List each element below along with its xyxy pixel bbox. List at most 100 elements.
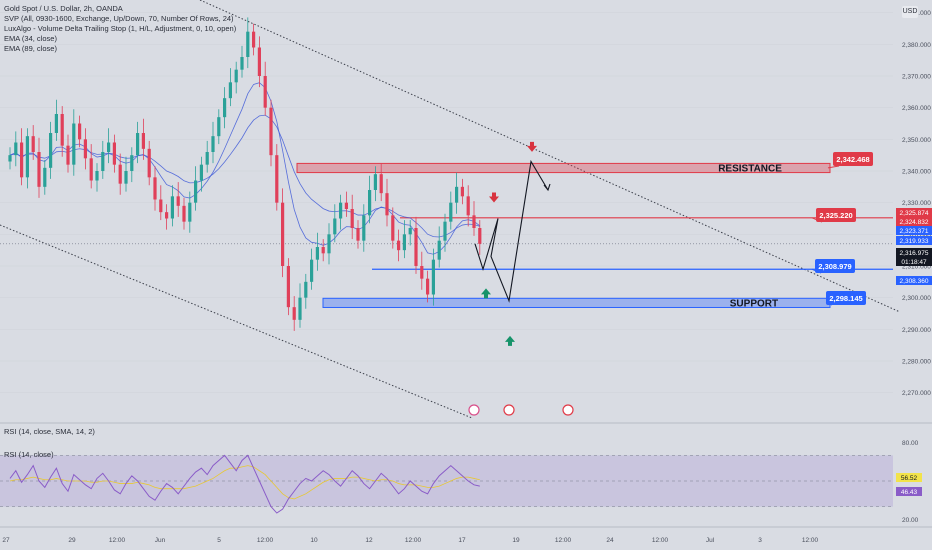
price-tick-label: 2,270.000 bbox=[902, 390, 931, 397]
price-tick-label: 2,380.000 bbox=[902, 42, 931, 49]
candle-body bbox=[78, 123, 82, 140]
candle-body bbox=[234, 69, 238, 83]
candle-body bbox=[437, 240, 441, 260]
candle-body bbox=[460, 186, 464, 197]
us-flag-icon bbox=[503, 404, 515, 416]
legend-symbol[interactable]: Gold Spot / U.S. Dollar, 2h, OANDA bbox=[4, 4, 123, 13]
candle-body bbox=[472, 215, 476, 228]
candle-body bbox=[449, 202, 453, 222]
candle-body bbox=[275, 155, 279, 203]
projection-arrowhead bbox=[543, 183, 551, 192]
candle-body bbox=[298, 297, 302, 320]
price-axis-tag bbox=[896, 276, 932, 285]
callout-label: 2,298.145 bbox=[829, 294, 862, 303]
candle-body bbox=[118, 164, 122, 184]
time-tick-label: 24 bbox=[606, 537, 614, 544]
callout-label: 2,342.468 bbox=[836, 155, 869, 164]
candle-body bbox=[43, 167, 47, 187]
candle-body bbox=[159, 199, 163, 213]
candle-body bbox=[217, 117, 221, 137]
candle-body bbox=[31, 136, 35, 152]
candle-body bbox=[368, 190, 372, 216]
currency-button[interactable]: USD bbox=[902, 6, 918, 18]
price-axis-tag bbox=[896, 208, 932, 217]
candle-body bbox=[130, 155, 134, 171]
buy-arrow bbox=[505, 335, 515, 346]
candle-body bbox=[246, 31, 250, 57]
time-tick-label: 27 bbox=[2, 537, 10, 544]
flash-event-icon bbox=[468, 404, 480, 416]
candle-body bbox=[356, 228, 360, 241]
time-tick-label: 12:00 bbox=[257, 537, 274, 544]
candle-body bbox=[286, 266, 290, 308]
candle-body bbox=[136, 133, 140, 156]
channel-lower-line bbox=[0, 224, 473, 419]
candle-body bbox=[379, 174, 383, 194]
price-axis-tag-label: 01:18:47 bbox=[901, 259, 927, 266]
price-tick-label: 2,310.000 bbox=[902, 264, 931, 271]
time-tick-label: 3 bbox=[758, 537, 762, 544]
resistance-label: RESISTANCE bbox=[718, 163, 782, 174]
candle-body bbox=[408, 228, 412, 235]
price-tick-label: 2,280.000 bbox=[902, 359, 931, 366]
candle-body bbox=[466, 196, 470, 216]
price-tick-label: 2,350.000 bbox=[902, 137, 931, 144]
legend-ema-34[interactable]: EMA (34, close) bbox=[4, 34, 57, 43]
candle-body bbox=[223, 98, 227, 118]
candle-body bbox=[141, 133, 145, 149]
legend-ema-89[interactable]: EMA (89, close) bbox=[4, 44, 57, 53]
candle-body bbox=[95, 171, 99, 181]
time-tick-label: 12:00 bbox=[405, 537, 422, 544]
ema-89-line bbox=[9, 114, 480, 238]
legend-luxalgo[interactable]: LuxAlgo - Volume Delta Trailing Stop (1,… bbox=[4, 24, 237, 33]
candle-body bbox=[112, 142, 116, 165]
candle-body bbox=[37, 152, 41, 187]
price-axis-tag-label: 2,324.832 bbox=[900, 219, 929, 226]
rsi-axis-tag-label: 46.43 bbox=[901, 489, 918, 496]
time-tick-label: 12:00 bbox=[555, 537, 572, 544]
candle-body bbox=[478, 228, 482, 244]
rsi-axis-tag bbox=[896, 487, 922, 496]
legend-svp[interactable]: SVP (All, 0930-1600, Exchange, Up/Down, … bbox=[4, 14, 234, 23]
time-tick-label: Jul bbox=[706, 537, 715, 544]
rsi-ma-line bbox=[9, 465, 480, 500]
candle-body bbox=[426, 278, 430, 295]
price-axis-tag-label: 2,323.371 bbox=[900, 228, 929, 235]
callout-label: 2,325.220 bbox=[819, 211, 852, 220]
time-tick-label: 12:00 bbox=[802, 537, 819, 544]
candle-body bbox=[263, 76, 267, 108]
ema-34-line bbox=[9, 82, 481, 255]
candle-body bbox=[350, 209, 354, 228]
candle-body bbox=[182, 205, 186, 222]
candle-body bbox=[431, 259, 435, 295]
candle-body bbox=[269, 107, 273, 156]
candle-body bbox=[49, 133, 53, 168]
price-axis-tag-label: 2,316.975 bbox=[900, 250, 929, 257]
rsi-axis-tag bbox=[896, 473, 922, 482]
candle-body bbox=[199, 164, 203, 181]
candle-body bbox=[14, 142, 18, 156]
candle-body bbox=[397, 240, 401, 251]
candle-body bbox=[257, 47, 261, 76]
price-axis-tag bbox=[896, 248, 932, 257]
support-label: SUPPORT bbox=[730, 298, 778, 309]
price-axis-tag bbox=[896, 217, 932, 226]
candle-body bbox=[414, 228, 418, 266]
rsi-legend-1[interactable]: RSI (14, close, SMA, 14, 2) bbox=[4, 427, 95, 436]
candle-body bbox=[455, 186, 459, 203]
price-axis-tag-label: 2,308.360 bbox=[900, 278, 929, 285]
candle-body bbox=[344, 202, 348, 209]
sell-arrow bbox=[489, 192, 499, 203]
candle-body bbox=[385, 193, 389, 216]
candle-body bbox=[333, 218, 337, 235]
candle-body bbox=[211, 136, 215, 152]
rsi-legend-2[interactable]: RSI (14, close) bbox=[4, 450, 54, 459]
callout-label: 2,308.979 bbox=[818, 262, 851, 271]
callout-box bbox=[816, 208, 856, 222]
candle-body bbox=[304, 281, 308, 298]
time-tick-label: 19 bbox=[512, 537, 520, 544]
candle-body bbox=[292, 307, 296, 320]
